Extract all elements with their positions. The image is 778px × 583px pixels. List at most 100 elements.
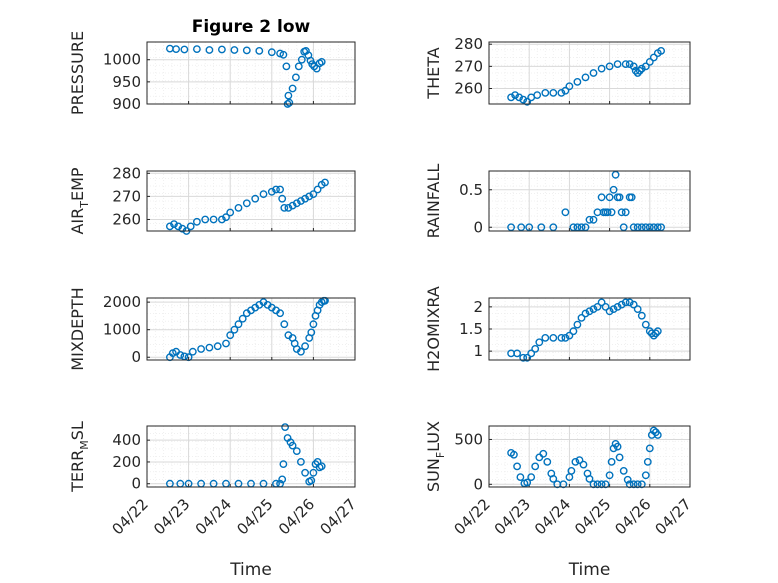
data-point: [549, 333, 558, 342]
data-point: [531, 344, 540, 353]
data-point: [549, 474, 558, 483]
data-point: [621, 208, 630, 217]
data-point: [549, 89, 558, 97]
data-point: [605, 62, 614, 71]
data-point: [649, 331, 658, 340]
data-point: [276, 185, 284, 194]
data-point: [309, 320, 318, 329]
data-point: [615, 193, 624, 202]
data-point: [609, 185, 618, 194]
data-point: [234, 320, 243, 329]
data-point: [609, 305, 618, 313]
data-point: [217, 45, 226, 54]
data-point: [172, 45, 181, 53]
data-point: [561, 86, 570, 95]
data-point: [272, 185, 280, 194]
data-point: [308, 60, 317, 68]
data-point: [222, 213, 230, 222]
x-axis-label: Time: [568, 560, 611, 580]
data-point: [601, 302, 610, 311]
data-point: [527, 349, 536, 358]
data-point: [267, 48, 276, 57]
data-point: [649, 53, 658, 62]
data-point: [613, 442, 622, 451]
data-point: [217, 215, 226, 224]
data-point: [288, 441, 297, 450]
data-point: [573, 320, 582, 329]
data-point: [565, 82, 574, 91]
y-tick-label: 1: [473, 342, 483, 360]
data-point: [653, 327, 662, 336]
data-point: [533, 91, 542, 100]
data-point: [625, 298, 634, 307]
x-tick-label: 04/24: [192, 495, 235, 538]
data-point: [192, 45, 201, 53]
data-point: [615, 453, 624, 462]
data-point: [613, 60, 622, 68]
data-point: [296, 197, 305, 205]
y-tick-label: 900: [112, 95, 141, 113]
data-point: [629, 62, 638, 71]
data-point: [527, 473, 536, 481]
y-tick-label: 500: [454, 430, 483, 448]
data-point: [513, 462, 521, 471]
data-point: [589, 305, 598, 313]
data-point: [523, 353, 532, 362]
data-point: [234, 203, 243, 212]
y-axis-label: RAINFALL: [424, 164, 443, 239]
data-point: [226, 208, 235, 217]
data-point: [523, 97, 532, 106]
data-point: [609, 444, 618, 453]
data-point: [276, 309, 284, 318]
data-point: [178, 224, 187, 233]
figure-title: Figure 2 low: [192, 17, 311, 37]
data-point: [531, 462, 540, 471]
data-point: [267, 187, 276, 196]
data-point: [541, 89, 550, 97]
y-tick-label: 1000: [103, 321, 141, 339]
data-point: [605, 471, 614, 480]
data-point: [569, 327, 578, 336]
data-point: [282, 62, 291, 71]
data-point: [543, 457, 552, 466]
data-point: [255, 47, 264, 55]
data-point: [280, 320, 289, 329]
data-point: [561, 208, 570, 217]
axes-box: [146, 297, 356, 361]
y-tick-label: 400: [112, 431, 141, 449]
data-point: [186, 222, 195, 231]
data-point: [641, 62, 650, 71]
x-tick-label: 04/26: [275, 495, 318, 538]
data-point: [643, 457, 652, 466]
data-point: [641, 471, 650, 480]
axes-box: [488, 425, 691, 488]
data-point: [313, 185, 322, 194]
y-tick-label: 200: [112, 453, 141, 471]
data-point: [288, 201, 297, 210]
y-axis-label: TERRMSL: [68, 421, 91, 493]
subplot-rainfall: 0 0.5 RAINFALL: [424, 164, 691, 239]
axes-box: [146, 41, 356, 105]
data-point: [230, 325, 239, 334]
data-point: [653, 431, 662, 439]
axes-box: [488, 297, 691, 361]
data-point: [213, 342, 222, 351]
data-point: [617, 208, 626, 217]
data-point: [301, 194, 309, 203]
x-tick-label: 04/27: [317, 495, 360, 538]
data-point: [307, 328, 316, 337]
data-point: [507, 93, 515, 102]
data-point: [242, 46, 251, 55]
data-point: [641, 320, 650, 329]
x-tick-label: 04/22: [451, 495, 494, 538]
data-point: [575, 456, 584, 464]
data-point: [280, 203, 289, 212]
data-point: [633, 305, 642, 313]
axes-background: [147, 42, 355, 104]
data-point: [649, 426, 658, 435]
data-point: [259, 190, 268, 199]
y-axis-label: MIXDEPTH: [68, 287, 87, 370]
data-point: [279, 50, 288, 59]
data-point: [633, 69, 642, 77]
